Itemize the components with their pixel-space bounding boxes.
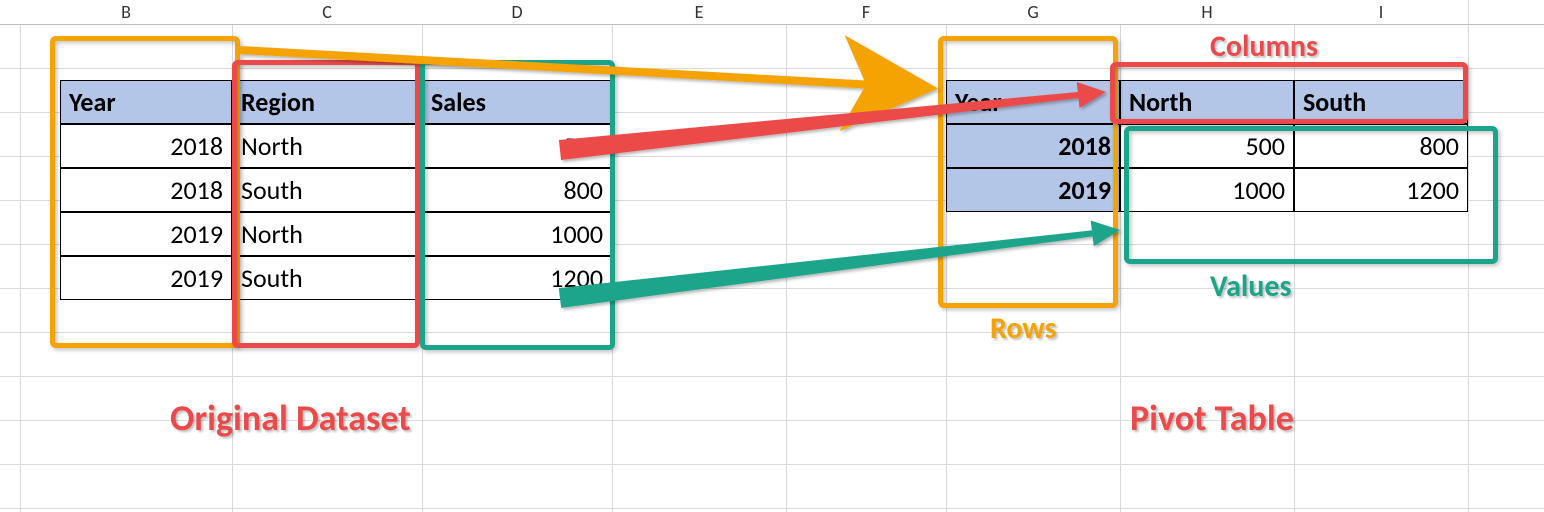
orig-r2-sales: 1000	[422, 212, 612, 256]
col-label: C	[232, 0, 422, 24]
piv-col-north: North	[1120, 80, 1294, 124]
orig-r0-year: 2018	[60, 124, 232, 168]
col-label: E	[612, 0, 786, 24]
orig-r1-region: South	[232, 168, 422, 212]
piv-r0-v1: 800	[1294, 124, 1468, 168]
col-label: D	[422, 0, 612, 24]
piv-row-header: Year	[946, 80, 1120, 124]
orig-r1-sales: 800	[422, 168, 612, 212]
col-label: I	[1294, 0, 1468, 24]
orig-r3-region: South	[232, 256, 422, 300]
orig-r3-sales: 1200	[422, 256, 612, 300]
orig-r3-year: 2019	[60, 256, 232, 300]
col-label: B	[20, 0, 232, 24]
col-label: F	[786, 0, 946, 24]
orig-header-sales: Sales	[422, 80, 612, 124]
orig-header-year: Year	[60, 80, 232, 124]
orig-r0-region: North	[232, 124, 422, 168]
orig-r1-year: 2018	[60, 168, 232, 212]
col-label: H	[1120, 0, 1294, 24]
piv-r0-year: 2018	[946, 124, 1120, 168]
orig-r2-year: 2019	[60, 212, 232, 256]
col-label: G	[946, 0, 1120, 24]
piv-r1-year: 2019	[946, 168, 1120, 212]
piv-r1-v0: 1000	[1120, 168, 1294, 212]
orig-r2-region: North	[232, 212, 422, 256]
piv-col-south: South	[1294, 80, 1468, 124]
piv-r1-v1: 1200	[1294, 168, 1468, 212]
piv-r0-v0: 500	[1120, 124, 1294, 168]
orig-header-region: Region	[232, 80, 422, 124]
orig-r0-sales: 500	[422, 124, 612, 168]
